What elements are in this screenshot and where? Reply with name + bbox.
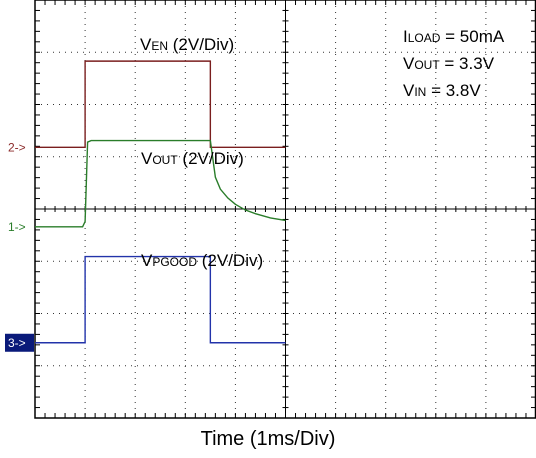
annotation-vout: VOUT = 3.3V <box>403 54 495 73</box>
trace-out <box>35 139 286 228</box>
channel-marker: 1-> <box>8 220 26 234</box>
channel-marker-bg <box>5 333 34 352</box>
graticule <box>34 0 536 419</box>
labels: VEN (2V/Div) VOUT (2V/Div) VPGOOD (2V/Div)… <box>140 27 505 270</box>
trace-en <box>35 60 286 149</box>
annotation-vin: VIN = 3.8V <box>403 81 481 100</box>
annotation-iload: ILOAD = 50mA <box>403 27 505 46</box>
channel-markers: 2-> 1-> 3-> <box>5 140 34 352</box>
x-axis-label: Time (1ms/Div) <box>200 428 336 450</box>
channel-marker: 2-> <box>8 140 26 154</box>
traces <box>35 60 286 344</box>
channel-marker: 3-> <box>8 336 26 350</box>
series-label-out: VOUT (2V/Div) <box>141 149 244 168</box>
series-label-pgood: VPGOOD (2V/Div) <box>141 251 263 270</box>
series-label-en: VEN (2V/Div) <box>140 35 234 54</box>
trace-pgood <box>35 255 286 344</box>
